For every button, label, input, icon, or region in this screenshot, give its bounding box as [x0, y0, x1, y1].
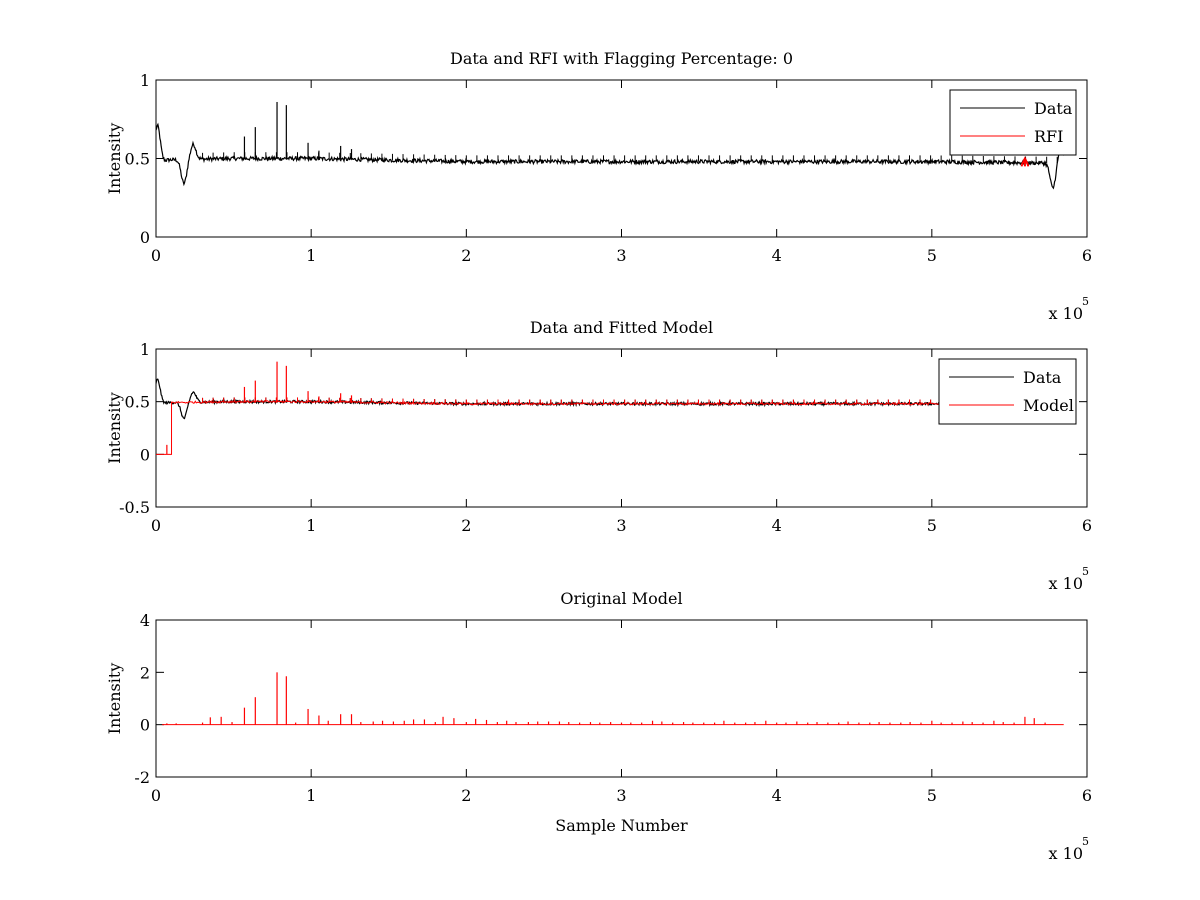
x-exponent-multiplier: x 10 [1049, 574, 1083, 593]
x-tick-label: 6 [1082, 246, 1092, 265]
x-exponent: 5 [1082, 835, 1089, 848]
legend-box [938, 358, 1077, 425]
y-axis-label: Intensity [105, 663, 124, 735]
x-tick-label: 1 [306, 516, 316, 535]
x-tick-label: 3 [616, 786, 626, 805]
x-tick-label: 2 [461, 516, 471, 535]
axes-box [155, 348, 1088, 508]
y-tick-label: 4 [140, 611, 150, 630]
x-tick-label: 5 [927, 246, 937, 265]
x-tick-label: 6 [1082, 786, 1092, 805]
y-tick-label: -2 [134, 768, 150, 787]
x-exponent: 5 [1082, 295, 1089, 308]
y-tick-label: -0.5 [119, 498, 150, 517]
y-tick-label: 1 [140, 340, 150, 359]
x-exponent-multiplier: x 10 [1049, 844, 1083, 863]
chart-title: Data and Fitted Model [530, 318, 713, 337]
y-tick-label: 0 [140, 716, 150, 735]
legend: Data Model [938, 358, 1077, 425]
y-tick-label: 0 [140, 228, 150, 247]
y-axis-label: Intensity [105, 123, 124, 195]
y-tick-label: 1 [140, 71, 150, 90]
chart-title: Original Model [560, 589, 682, 608]
legend-label-model: Model [1023, 396, 1074, 415]
x-axis-label: Sample Number [555, 816, 688, 835]
y-tick-label: 0.5 [125, 393, 150, 412]
chart-title: Data and RFI with Flagging Percentage: 0 [450, 49, 793, 68]
x-tick-label: 4 [772, 516, 782, 535]
series-data-line [156, 122, 1065, 190]
x-tick-label: 2 [461, 786, 471, 805]
series-model-line [156, 399, 1065, 455]
subplot-1: 0 1 2 3 4 5 6 0 0.5 1 Data and RFI with Flagging P… [105, 49, 1092, 323]
y-tick-label: 0 [140, 445, 150, 464]
x-tick-label: 1 [306, 246, 316, 265]
legend-label-data: Data [1023, 368, 1062, 387]
legend-label-rfi: RFI [1034, 127, 1063, 146]
x-tick-label: 3 [616, 246, 626, 265]
plot-area [156, 101, 1065, 190]
x-exponent-multiplier: x 10 [1049, 304, 1083, 323]
axes-box [155, 79, 1088, 238]
x-tick-label: 5 [927, 786, 937, 805]
y-axis-label: Intensity [105, 392, 124, 464]
y-tick-label: 0.5 [125, 150, 150, 169]
axes-box [155, 619, 1088, 778]
legend: Data RFI [949, 89, 1077, 156]
x-tick-label: 0 [151, 786, 161, 805]
x-exponent: 5 [1082, 565, 1089, 578]
x-tick-label: 0 [151, 516, 161, 535]
x-tick-label: 6 [1082, 516, 1092, 535]
x-tick-label: 4 [772, 246, 782, 265]
x-tick-label: 1 [306, 786, 316, 805]
x-tick-label: 2 [461, 246, 471, 265]
legend-label-data: Data [1034, 99, 1073, 118]
y-tick-label: 2 [140, 663, 150, 682]
plot-area [162, 672, 1064, 726]
legend-box [949, 89, 1077, 156]
plot-area [156, 361, 1065, 455]
x-tick-label: 4 [772, 786, 782, 805]
x-tick-label: 5 [927, 516, 937, 535]
x-tick-label: 3 [616, 516, 626, 535]
x-tick-label: 0 [151, 246, 161, 265]
